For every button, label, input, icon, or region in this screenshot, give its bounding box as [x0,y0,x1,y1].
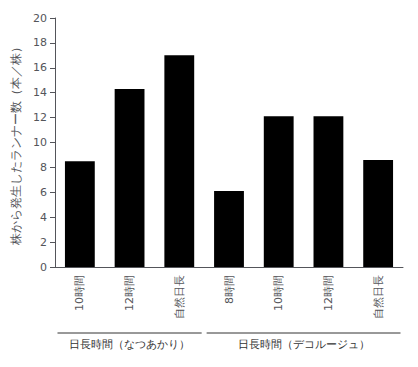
svg-text:8時間: 8時間 [223,275,236,304]
svg-text:10時間: 10時間 [272,275,285,311]
svg-text:2: 2 [40,236,47,249]
svg-text:16: 16 [33,61,47,74]
svg-text:株から発生したランナー数（本／株）: 株から発生したランナー数（本／株） [9,41,23,246]
svg-text:日長時間（なつあかり）: 日長時間（なつあかり） [69,338,190,351]
svg-text:0: 0 [40,261,47,274]
svg-text:10: 10 [33,136,47,149]
svg-text:14: 14 [33,86,47,99]
svg-text:日長時間（デコルージュ）: 日長時間（デコルージュ） [238,338,370,351]
svg-text:10時間: 10時間 [73,275,86,311]
svg-text:12時間: 12時間 [322,275,335,311]
svg-text:20: 20 [33,12,47,25]
svg-text:4: 4 [40,211,47,224]
svg-text:12: 12 [33,111,47,124]
svg-text:18: 18 [33,36,47,49]
svg-text:8: 8 [40,161,47,174]
svg-text:12時間: 12時間 [123,275,136,311]
svg-text:自然日長: 自然日長 [372,275,385,319]
svg-text:6: 6 [40,186,47,199]
svg-text:自然日長: 自然日長 [173,275,186,319]
